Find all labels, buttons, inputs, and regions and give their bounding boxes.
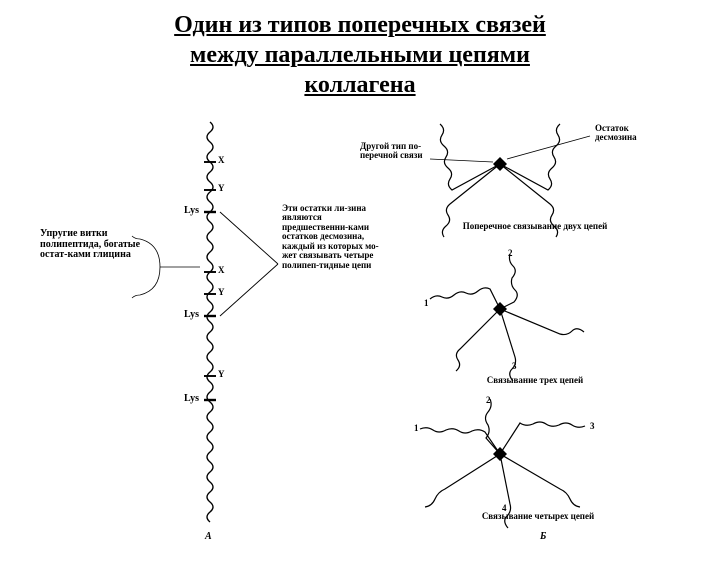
- panel-label-a: А: [205, 532, 212, 543]
- label-cross-2: Поперечное связывание двух цепей: [450, 222, 620, 231]
- label-elastic-coils: Упругие витки полипептида, богатые остат…: [40, 229, 140, 261]
- d2-n1: 1: [424, 299, 429, 308]
- d3-n2: 2: [486, 396, 491, 405]
- diagram-area: Упругие витки полипептида, богатые остат…: [0, 104, 720, 564]
- d3-n4: 4: [502, 504, 507, 513]
- label-cross-3: Связывание трех цепей: [450, 376, 620, 385]
- panel-label-b: Б: [540, 532, 546, 543]
- label-lysine-precursor: Эти остатки ли-зина являются предшествен…: [282, 204, 390, 270]
- label-cross-4: Связывание четырех цепей: [438, 512, 638, 521]
- res-x-1: X: [218, 156, 225, 165]
- res-y-1: Y: [218, 184, 225, 193]
- page-title: Один из типов поперечных связей между па…: [0, 0, 720, 104]
- title-line3: коллагена: [304, 72, 415, 98]
- res-lys-3: Lys: [184, 394, 199, 405]
- res-lys-1: Lys: [184, 206, 199, 217]
- label-other-type: Другой тип по-перечной связи: [360, 142, 438, 161]
- d2-n3: 3: [512, 362, 517, 371]
- res-x-2: X: [218, 266, 225, 275]
- res-y-2: Y: [218, 288, 225, 297]
- res-y-3: Y: [218, 370, 225, 379]
- title-line1: Один из типов поперечных связей: [174, 12, 546, 38]
- diagram-svg: [0, 104, 720, 564]
- label-desmosin: Остаток десмозина: [595, 124, 665, 143]
- title-line2: между параллельными цепями: [190, 42, 530, 68]
- d2-n2: 2: [508, 249, 513, 258]
- res-lys-2: Lys: [184, 310, 199, 321]
- d3-n1: 1: [414, 424, 419, 433]
- d3-n3: 3: [590, 422, 595, 431]
